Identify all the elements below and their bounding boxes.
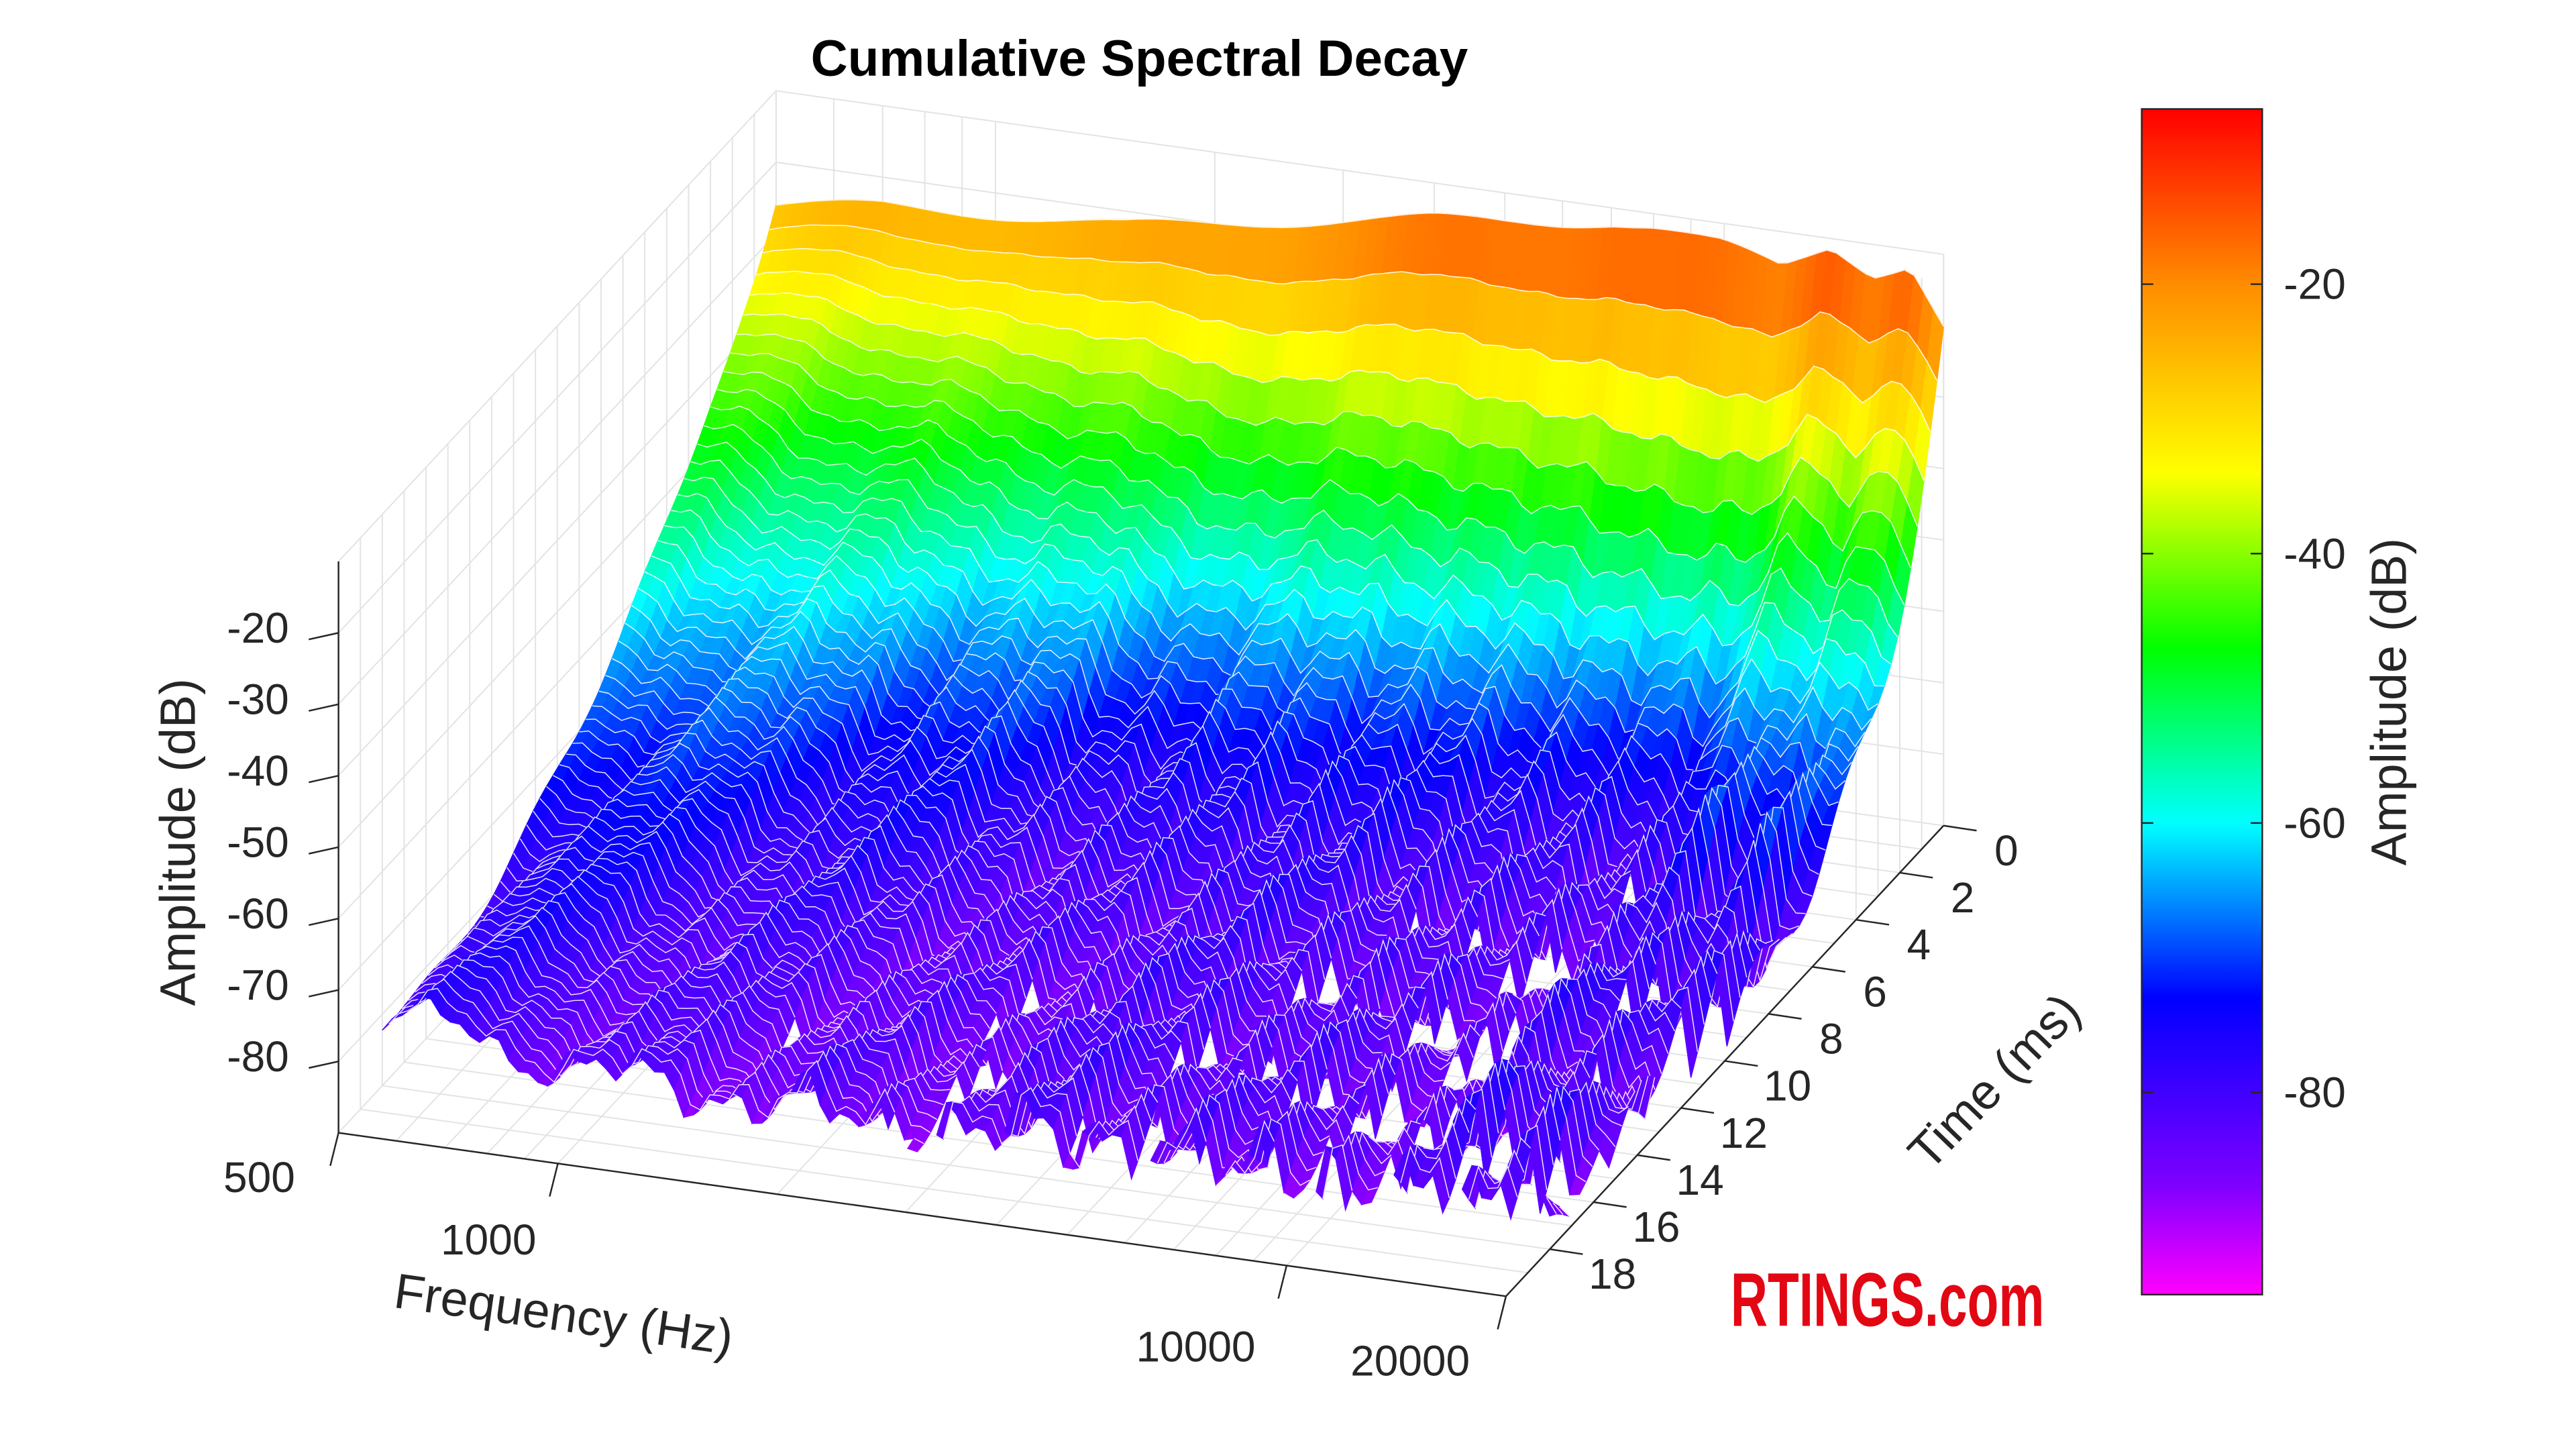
time-slice-line [763,248,1931,433]
frequency-axis-line [338,1132,1507,1297]
wall-grid-line [337,90,1944,562]
time-slice-line [730,352,1898,647]
time-slice-line [716,388,1885,719]
time-slice-line [749,292,1918,527]
time-slice-line [743,313,1911,569]
decay-surface [382,199,1944,1221]
floor-grid-line [382,1085,1550,1250]
time-slice-line [723,370,1892,685]
time-slice-line [710,405,1878,747]
time-slice-line [737,333,1905,606]
time-slice-line [769,224,1938,381]
time-slice-line [756,270,1925,481]
time-slice-line [775,199,1944,327]
floor-grid-line [360,1108,1528,1274]
floor-grid-line [404,1061,1572,1227]
chart-title: Cumulative Spectral Decay [811,30,1468,87]
